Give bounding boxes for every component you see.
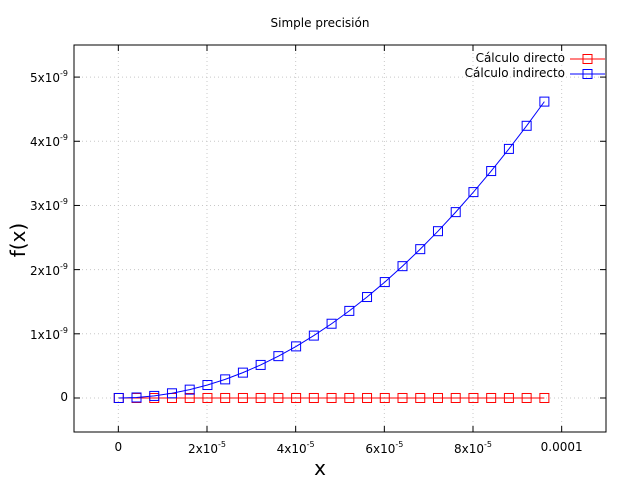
data-point [344, 305, 355, 316]
data-point [486, 392, 497, 403]
data-point [486, 166, 497, 177]
legend-marks [570, 54, 605, 79]
plot-frame [73, 44, 607, 433]
grid-lines [74, 45, 606, 432]
data-point [149, 390, 160, 401]
data-point [432, 392, 443, 403]
data-point [397, 261, 408, 272]
data-point [273, 351, 284, 362]
y-tick-label: 1x10-9 [30, 325, 68, 342]
legend-marker [582, 54, 593, 64]
y-tick-label: 3x10-9 [30, 197, 68, 214]
x-axis-label: x [314, 456, 326, 480]
data-point [202, 380, 213, 391]
data-point [326, 318, 337, 329]
y-tick-label: 5x10-9 [30, 69, 68, 86]
data-point [166, 388, 177, 399]
data-point [291, 341, 302, 352]
data-point [415, 244, 426, 255]
chart-title: Simple precisión [270, 16, 370, 30]
data-point [220, 392, 231, 403]
x-tick-label: 2x10-5 [188, 440, 226, 456]
data-point [344, 392, 355, 403]
data-point [539, 392, 550, 403]
data-point [220, 374, 231, 385]
data-point [291, 392, 302, 403]
data-point [362, 292, 373, 303]
series-layer [113, 96, 550, 403]
data-point [450, 392, 461, 403]
x-tick-label: 8x10-5 [454, 440, 492, 456]
data-point [308, 330, 319, 341]
data-point [273, 392, 284, 403]
legend-marker [582, 69, 593, 79]
data-point [326, 392, 337, 403]
data-point [237, 392, 248, 403]
x-tick-label: 6x10-5 [365, 440, 404, 456]
data-point [397, 392, 408, 403]
data-point [521, 120, 532, 131]
data-point [379, 392, 390, 403]
data-point [255, 359, 266, 370]
data-point [468, 392, 479, 403]
data-point [432, 226, 443, 237]
y-tick-label: 2x10-9 [30, 261, 68, 278]
data-point [131, 392, 142, 403]
data-point [237, 367, 248, 378]
x-tick-label: 0 [114, 440, 123, 454]
data-point [113, 392, 124, 403]
data-point [184, 384, 195, 395]
data-point [468, 187, 479, 198]
data-point [202, 392, 213, 403]
data-point [415, 392, 426, 403]
data-point [521, 392, 532, 403]
data-point [503, 143, 514, 154]
y-tick-label: 0 [60, 389, 68, 404]
y-tick-label: 4x10-9 [30, 133, 68, 150]
data-point [255, 392, 266, 403]
x-tick-label: 0.0001 [540, 440, 583, 454]
x-tick-label: 4x10-5 [276, 440, 315, 456]
data-point [362, 392, 373, 403]
data-point [184, 392, 195, 403]
data-point [308, 392, 319, 403]
legend-label: Cálculo directo [475, 51, 565, 65]
series-line [118, 101, 545, 399]
data-point [379, 277, 390, 288]
data-point [539, 96, 550, 107]
data-point [503, 392, 514, 403]
data-point [450, 207, 461, 218]
tick-marks [74, 45, 606, 432]
legend-label: Cálculo indirecto [464, 66, 565, 80]
